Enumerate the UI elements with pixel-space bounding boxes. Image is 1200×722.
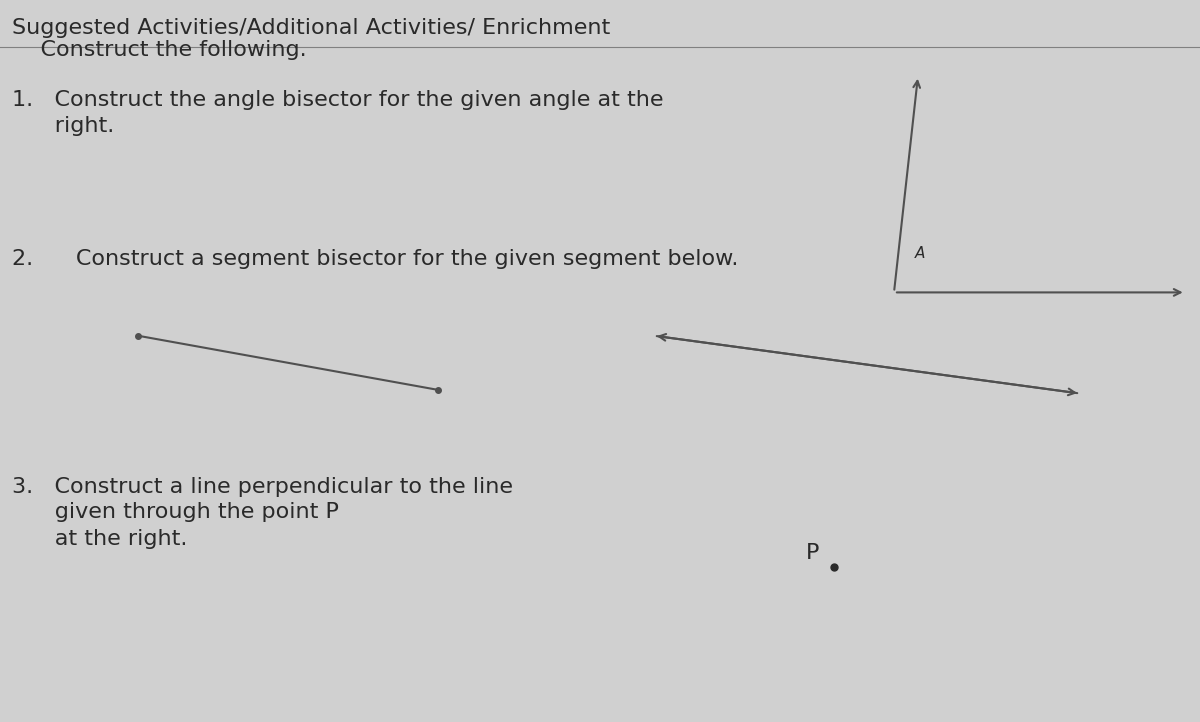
Text: right.: right.	[12, 116, 114, 136]
Text: A: A	[914, 246, 925, 261]
Text: 3.   Construct a line perpendicular to the line: 3. Construct a line perpendicular to the…	[12, 477, 514, 497]
Text: given through the point P: given through the point P	[12, 502, 338, 522]
Text: Construct the following.: Construct the following.	[12, 40, 307, 60]
Text: P: P	[806, 543, 820, 563]
Text: at the right.: at the right.	[12, 529, 187, 549]
Text: 1.   Construct the angle bisector for the given angle at the: 1. Construct the angle bisector for the …	[12, 90, 664, 110]
Text: Suggested Activities/Additional Activities/ Enrichment: Suggested Activities/Additional Activiti…	[12, 18, 611, 38]
Text: 2.      Construct a segment bisector for the given segment below.: 2. Construct a segment bisector for the …	[12, 249, 738, 269]
